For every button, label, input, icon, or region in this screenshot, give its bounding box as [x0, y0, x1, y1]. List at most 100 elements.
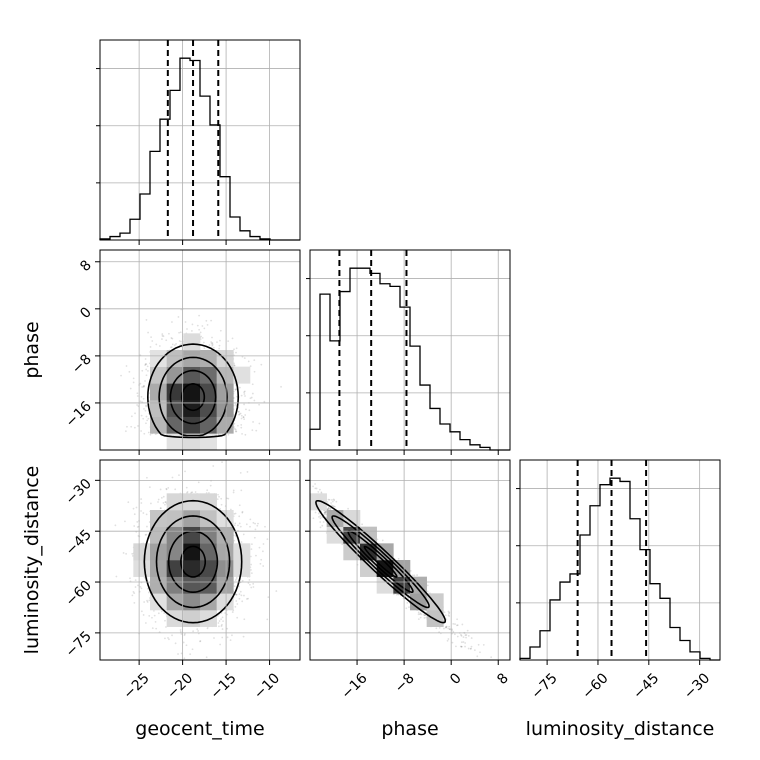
sample-point — [142, 397, 145, 400]
sample-point — [171, 343, 174, 346]
sample-point — [162, 502, 165, 504]
sample-point — [248, 409, 251, 412]
sample-point — [258, 403, 261, 406]
sample-point — [257, 522, 259, 525]
sample-point — [240, 414, 243, 417]
sample-point — [145, 363, 148, 366]
density-cell — [183, 400, 201, 417]
sample-point — [191, 323, 194, 326]
sample-point — [252, 421, 254, 423]
sample-point — [233, 512, 236, 515]
sample-point — [180, 633, 183, 635]
sample-point — [252, 586, 255, 588]
sample-point — [253, 359, 256, 362]
sample-point — [238, 593, 241, 596]
contour-3 — [158, 356, 228, 437]
sample-point — [171, 668, 173, 670]
sample-point — [171, 321, 173, 323]
sample-point — [155, 343, 158, 346]
sample-point — [180, 652, 183, 655]
sample-point — [180, 340, 182, 343]
sample-point — [148, 400, 151, 403]
sample-point — [171, 337, 174, 340]
histogram-step-luminosity_distance — [519, 477, 720, 661]
density-cell — [183, 350, 201, 367]
sample-point — [148, 599, 151, 602]
sample-point — [130, 415, 133, 418]
sample-point — [253, 370, 256, 373]
sample-point — [145, 422, 147, 425]
sample-point — [130, 425, 133, 428]
sample-point — [190, 491, 193, 494]
contour-2 — [169, 369, 217, 425]
sample-point — [197, 481, 200, 484]
sample-point — [161, 338, 163, 340]
sample-point — [159, 507, 162, 510]
sample-point — [219, 329, 222, 332]
sample-point — [236, 603, 239, 605]
sample-point — [238, 413, 240, 416]
sample-point — [186, 328, 188, 330]
sample-point — [234, 579, 237, 581]
sample-point — [239, 590, 242, 593]
sample-point — [148, 486, 151, 489]
sample-point — [160, 610, 163, 613]
density-cell — [183, 333, 201, 351]
sample-point — [219, 643, 222, 646]
sample-point — [154, 620, 157, 623]
sample-point — [210, 319, 213, 322]
sample-point — [184, 321, 187, 323]
sample-point — [243, 357, 246, 360]
sample-point — [233, 364, 236, 367]
sample-point — [124, 430, 127, 433]
sample-point — [249, 525, 251, 528]
sample-point — [147, 431, 150, 434]
sample-point — [190, 330, 193, 332]
sample-point — [247, 360, 250, 363]
sample-point — [144, 380, 146, 382]
sample-point — [151, 340, 154, 342]
sample-point — [206, 489, 209, 492]
sample-point — [165, 626, 167, 628]
sample-point — [254, 522, 256, 525]
sample-point — [153, 609, 155, 612]
sample-point — [122, 552, 125, 554]
density-cell — [200, 366, 217, 384]
sample-point — [185, 644, 188, 647]
density-cell — [150, 383, 167, 401]
sample-point — [233, 524, 236, 527]
sample-point — [249, 555, 252, 558]
sample-point — [147, 331, 150, 334]
sample-point — [173, 663, 175, 665]
sample-point — [212, 346, 215, 349]
joint-panel-geocent_time-phase — [120, 308, 282, 450]
sample-point — [162, 335, 165, 338]
sample-point — [249, 365, 252, 368]
sample-point — [134, 586, 137, 588]
sample-point — [142, 417, 145, 420]
sample-point — [189, 653, 192, 656]
sample-point — [240, 541, 243, 543]
sample-point — [238, 504, 241, 507]
sample-point — [218, 625, 220, 628]
sample-point — [177, 316, 180, 318]
sample-point — [165, 501, 167, 503]
density-cell — [150, 416, 167, 434]
sample-point — [280, 385, 282, 388]
sample-point — [150, 336, 152, 339]
sample-point — [133, 513, 136, 516]
sample-point — [243, 390, 246, 393]
sample-point — [218, 347, 221, 350]
sample-point — [226, 613, 228, 616]
sample-point — [253, 536, 256, 539]
sample-point — [233, 539, 236, 542]
sample-point — [241, 511, 244, 514]
sample-point — [134, 579, 137, 582]
sample-point — [244, 414, 247, 416]
sample-point — [178, 331, 180, 334]
sample-point — [131, 594, 134, 597]
sample-point — [205, 656, 208, 659]
sample-point — [220, 625, 223, 627]
sample-point — [148, 614, 151, 617]
sample-point — [233, 422, 236, 425]
